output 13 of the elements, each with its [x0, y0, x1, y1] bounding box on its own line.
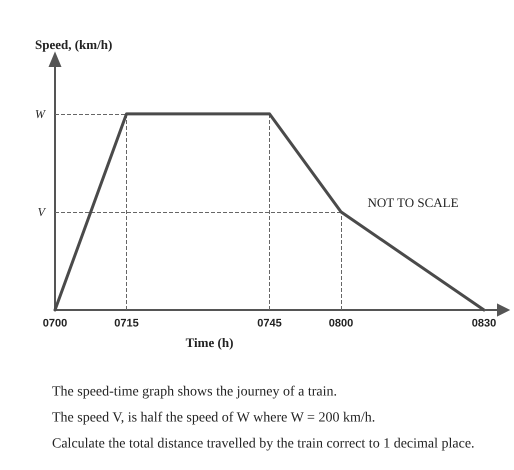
annotation: NOT TO SCALE [368, 195, 459, 210]
x-tick-label: 0830 [472, 318, 496, 330]
text: The speed-time graph shows the journey of a train. [52, 384, 337, 400]
ref-line-label: W [35, 106, 46, 121]
text: The speed V, is half the speed of W where W = 200 km/h. [52, 410, 376, 426]
text: Calculate the total distance travelled by the train correct to 1 decimal place. [52, 436, 475, 452]
ref-line-label: V [38, 204, 47, 219]
x-tick-label: 0715 [114, 318, 139, 330]
x-tick-label: 0800 [328, 318, 354, 330]
x-tick-label: 0700 [42, 318, 68, 330]
y-axis-title: Speed, (km/h) [35, 37, 112, 52]
x-axis-title: Time (h) [186, 335, 234, 350]
x-tick-label: 0745 [257, 318, 282, 330]
